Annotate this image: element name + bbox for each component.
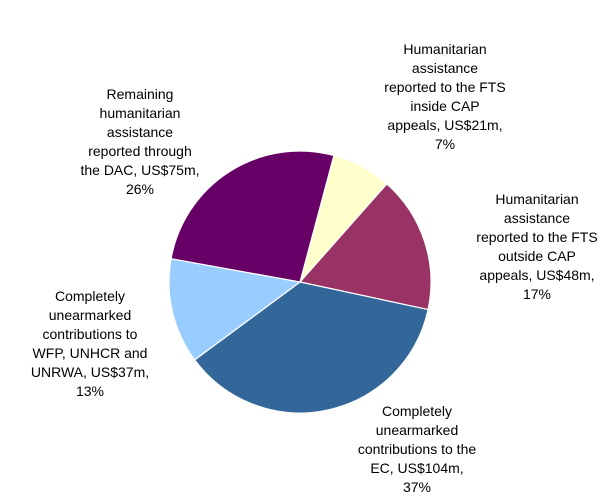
- slice-wfp-unhcr-unrwa: [168, 257, 302, 361]
- label-fts-inside-cap: Humanitarian assistance reported to the …: [384, 41, 506, 152]
- slice-fts-outside-cap: [298, 183, 432, 311]
- label-remaining-dac: Remaining humanitarian assistance report…: [80, 86, 200, 197]
- label-wfp-unhcr-unrwa: Completely unearmarked contributions to …: [30, 288, 150, 399]
- label-ec: Completely unearmarked contributions to …: [357, 403, 477, 495]
- label-fts-outside-cap: Humanitarian assistance reported to the …: [476, 191, 598, 302]
- slice-ec: [193, 281, 429, 414]
- slice-remaining-dac: [170, 150, 335, 283]
